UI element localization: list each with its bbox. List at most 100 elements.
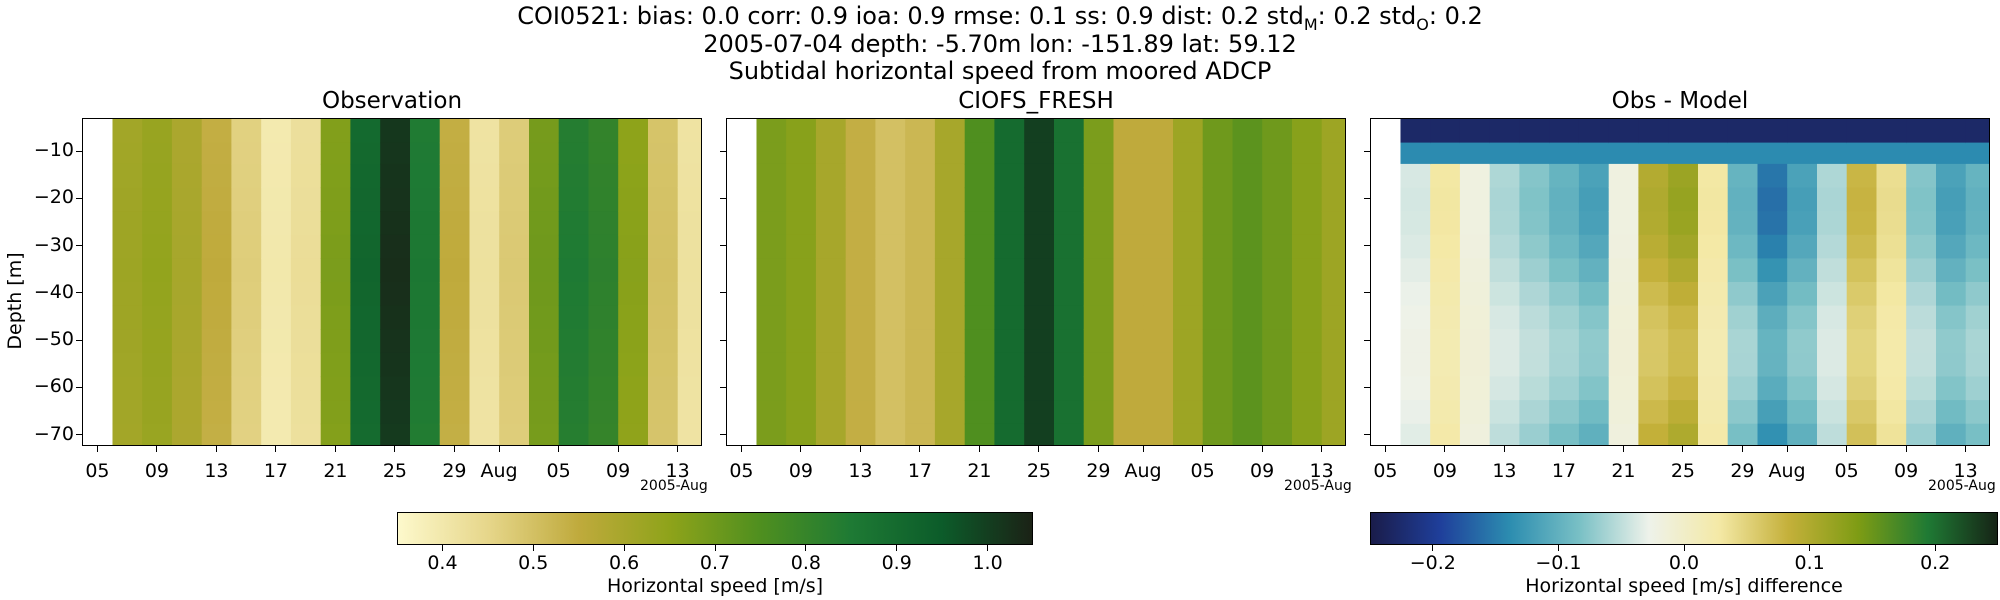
heatmap-cell (756, 163, 787, 189)
heatmap-cell (588, 234, 619, 259)
heatmap-cell (1519, 352, 1550, 378)
heatmap-cell (320, 329, 352, 354)
heatmap-cell (905, 329, 936, 354)
heatmap-cell (1549, 329, 1580, 354)
heatmap-cell (1083, 400, 1115, 425)
x-tick-mark (859, 446, 861, 452)
heatmap-cell (677, 423, 701, 445)
std-obs-subscript: O (1416, 14, 1429, 34)
heatmap-cell (815, 329, 847, 354)
heatmap-cell (1906, 376, 1937, 401)
heatmap-cell (786, 329, 817, 354)
colorbar-tick-label: 0.5 (518, 552, 549, 574)
heatmap-cell (1846, 234, 1878, 259)
heatmap-cell (1668, 234, 1699, 259)
heatmap-cell (875, 305, 906, 330)
heatmap-cell (469, 211, 500, 236)
y-tick-mark (1364, 292, 1370, 294)
colorbar-tick-mark (1934, 545, 1936, 551)
heatmap-cell (1698, 282, 1729, 307)
y-tick-mark (720, 386, 726, 388)
heatmap-cell (1262, 376, 1293, 401)
y-tick-mark (1364, 245, 1370, 247)
heatmap-cell (171, 187, 203, 212)
heatmap-cell (410, 376, 441, 401)
heatmap-cell (469, 258, 500, 283)
x-tick-label: 21 (1611, 460, 1636, 482)
heatmap-cell (1608, 400, 1640, 425)
heatmap-cell (964, 234, 996, 259)
x-tick-label: 09 (605, 460, 631, 482)
colorbar-tick-mark (1683, 545, 1685, 551)
x-tick-mark (1321, 446, 1323, 452)
heatmap-cell (1727, 187, 1759, 212)
heatmap-cell (1936, 376, 1967, 401)
heatmap-cell (1965, 329, 1989, 354)
heatmap-cell (529, 163, 560, 189)
heatmap-cell (1430, 187, 1461, 212)
heatmap-cell (1083, 258, 1115, 283)
heatmap-cell (1787, 376, 1818, 401)
heatmap-cell (1054, 211, 1085, 236)
heatmap-cell (1113, 305, 1144, 330)
heatmap-cell (1430, 258, 1461, 283)
heatmap-cell (994, 329, 1025, 354)
heatmap-cell (1173, 234, 1204, 259)
heatmap-cell (410, 305, 441, 330)
heatmap-cell (1698, 187, 1729, 212)
heatmap-cell (1936, 142, 1967, 165)
heatmap-cell (875, 258, 906, 283)
heatmap-cell (1727, 211, 1759, 236)
heatmap-cell (845, 142, 877, 165)
heatmap-cell (350, 119, 381, 144)
heatmap-cell (1400, 282, 1431, 307)
heatmap-cell (1906, 119, 1937, 144)
x-tick-label: 17 (907, 460, 933, 482)
heatmap-cell (994, 163, 1025, 189)
heatmap-cell (439, 282, 471, 307)
heatmap-cell (1876, 423, 1907, 445)
heatmap-cell (1054, 234, 1085, 259)
heatmap-cell (1936, 163, 1967, 189)
heatmap-cell (1232, 376, 1263, 401)
heatmap-cell (1876, 163, 1907, 189)
heatmap-cell (1459, 282, 1491, 307)
heatmap-cell (171, 163, 203, 189)
heatmap-cell (815, 211, 847, 236)
heatmap-cell (994, 352, 1025, 378)
x-tick-mark (1622, 446, 1624, 452)
heatmap-cell (1846, 119, 1878, 144)
x-tick-mark (1905, 446, 1907, 452)
heatmap-cell (1232, 329, 1263, 354)
heatmap-cell (1173, 423, 1204, 445)
heatmap-cell (1698, 258, 1729, 283)
heatmap-cell (469, 305, 500, 330)
heatmap-cell (677, 258, 701, 283)
heatmap-cell (845, 376, 877, 401)
heatmap-cell (1757, 329, 1788, 354)
heatmap-cell (1143, 234, 1174, 259)
heatmap-cell (648, 142, 679, 165)
heatmap-cell (261, 142, 292, 165)
heatmap-cell (648, 305, 679, 330)
heatmap-cell (786, 376, 817, 401)
colorbar-tick-mark (987, 545, 989, 551)
heatmap-cell (815, 163, 847, 189)
heatmap-cell (529, 234, 560, 259)
heatmap-cell (1817, 234, 1848, 259)
heatmap-cell (1024, 187, 1055, 212)
heatmap-cell (231, 329, 262, 354)
heatmap-cell (588, 352, 619, 378)
heatmap-cell (1727, 163, 1759, 189)
heatmap-cell (171, 282, 203, 307)
heatmap-cell (1083, 282, 1115, 307)
heatmap-cell (756, 282, 787, 307)
heatmap-cell (934, 234, 966, 259)
heatmap-cell (290, 119, 322, 144)
heatmap-cell (677, 352, 701, 378)
heatmap-cell (261, 400, 292, 425)
heatmap-cell (499, 211, 530, 236)
heatmap-cell (171, 119, 203, 144)
heatmap-cell (1519, 282, 1550, 307)
heatmap-cell (1757, 211, 1788, 236)
